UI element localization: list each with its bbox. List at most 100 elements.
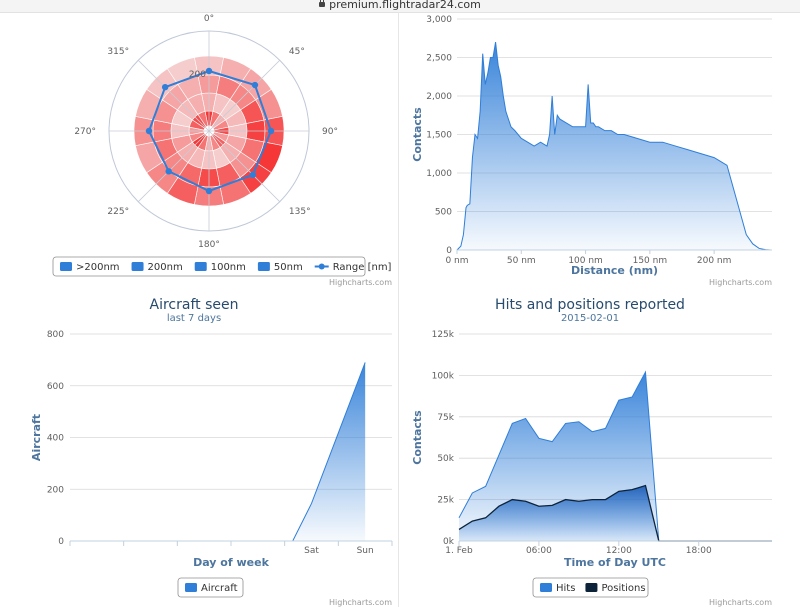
y-tick-label: 1,500: [426, 131, 452, 141]
credits-label: Highcharts.com: [329, 598, 392, 607]
y-tick-label: 500: [435, 208, 452, 218]
chart-subtitle: 2015-02-01: [561, 313, 619, 324]
credits-label: Highcharts.com: [709, 278, 772, 287]
polar-angle-label: 180°: [198, 240, 220, 250]
legend-label: 50nm: [274, 262, 303, 273]
polar-angle-label: 270°: [74, 127, 96, 137]
positions-area: [459, 485, 772, 541]
legend-label: 200nm: [148, 262, 183, 273]
polar-angle-label: 45°: [289, 47, 305, 57]
chart-subtitle: last 7 days: [167, 313, 221, 324]
legend-swatch: [194, 262, 207, 271]
range-point: [145, 127, 153, 135]
legend-swatch: [60, 262, 72, 271]
y-tick-label: 1,000: [426, 169, 452, 179]
panel-divider: [398, 12, 399, 607]
hits-series-line: [458, 370, 772, 542]
aircraft-legend: Aircraft: [177, 577, 244, 598]
y-axis-title: Contacts: [411, 410, 424, 465]
y-axis-title: Aircraft: [30, 414, 43, 461]
y-tick-label: 50k: [437, 454, 454, 464]
y-tick-label: 3,000: [426, 15, 452, 25]
chart-title: Hits and positions reported: [495, 297, 685, 313]
y-tick-label: 400: [47, 434, 64, 444]
url-label: premium.flightradar24.com: [329, 0, 481, 11]
lock-icon: [319, 0, 326, 7]
credits-label: Highcharts.com: [329, 278, 392, 287]
y-tick-label: 0: [446, 246, 452, 256]
y-tick-label: 2,500: [426, 54, 452, 64]
chart-title: Aircraft seen: [150, 297, 239, 313]
polar-range-chart: 200 0° 45° 90° 135° 180° 225° 270° 315° >200nm 200…: [52, 14, 392, 287]
range-point: [205, 187, 213, 195]
credits-label: Highcharts.com: [709, 598, 772, 607]
legend-swatch: [585, 583, 598, 592]
y-tick-label: 125k: [432, 330, 455, 340]
polar-angle-label: 315°: [107, 47, 129, 57]
x-tick-label: 1. Feb: [445, 546, 473, 556]
polar-angle-label: 0°: [204, 14, 214, 24]
polar-spoke: [208, 130, 280, 202]
polar-radial-label: 200: [189, 70, 206, 80]
legend-label: 100nm: [211, 262, 246, 273]
x-tick-label: 12:00: [606, 546, 632, 556]
hits-legend: Hits Positions: [532, 577, 649, 598]
polar-spoke: [138, 130, 210, 202]
x-tick-label: 200 nm: [697, 256, 732, 266]
y-tick-label: 800: [47, 330, 64, 340]
x-tick-label: 50 nm: [507, 256, 536, 266]
y-tick-label: 600: [47, 382, 64, 392]
polar-angle-label: 225°: [107, 207, 129, 217]
range-point: [205, 67, 213, 75]
legend-swatch: [540, 583, 552, 592]
y-tick-label: 0: [58, 537, 64, 547]
x-tick-label: 06:00: [526, 546, 552, 556]
x-axis-title: Distance (nm): [571, 264, 658, 277]
polar-angle-label: 90°: [322, 127, 338, 137]
x-axis-title: Time of Day UTC: [564, 556, 666, 569]
range-point: [249, 171, 257, 179]
y-tick-label: 200: [47, 485, 64, 495]
y-tick-label: 100k: [432, 371, 455, 381]
range-point: [165, 168, 172, 175]
aircraft-area: [70, 362, 366, 541]
polar-legend-box: [52, 256, 366, 277]
y-tick-label: 75k: [437, 413, 454, 423]
legend-swatch: [131, 262, 144, 271]
x-tick-label: 100 nm: [568, 256, 603, 266]
y-tick-label: 0k: [443, 537, 455, 547]
x-tick-label: 0 nm: [445, 256, 468, 266]
legend-label: Positions: [601, 583, 645, 594]
legend-range-marker-icon: [318, 263, 325, 270]
hits-area: [459, 372, 772, 541]
legend-label: Range [nm]: [333, 262, 392, 273]
legend-swatch: [185, 583, 197, 592]
y-tick-label: 25k: [437, 496, 454, 506]
range-point: [267, 127, 275, 135]
legend-swatch: [257, 262, 270, 271]
legend-label: >200nm: [76, 262, 120, 273]
distance-area: [457, 42, 771, 250]
x-tick-label: Sat: [304, 546, 319, 556]
polar-legend: >200nm 200nm 100nm 50nm Range [nm]: [52, 256, 392, 277]
x-tick-label: 18:00: [686, 546, 712, 556]
x-tick-label: 150 nm: [633, 256, 668, 266]
y-axis-title: Contacts: [411, 107, 424, 162]
distance-series-line: [456, 42, 771, 251]
x-tick-label: Sun: [357, 546, 374, 556]
polar-angle-label: 135°: [289, 207, 311, 217]
positions-series-line: [458, 484, 772, 542]
legend-label: Hits: [556, 583, 575, 594]
range-point: [161, 83, 169, 91]
x-axis-title: Day of week: [193, 556, 269, 569]
y-tick-label: 2,000: [426, 92, 452, 102]
url-text: premium.flightradar24.com: [0, 0, 800, 11]
range-point: [251, 81, 259, 89]
legend-label: Aircraft: [201, 583, 238, 594]
browser-url-bar[interactable]: premium.flightradar24.com: [0, 0, 800, 13]
polar-spoke: [208, 60, 280, 132]
distance-contacts-chart: 0 500 1,000 1,500 2,000 2,500 3,000 0 nm 50 nm 10…: [411, 15, 772, 287]
aircraft-legend-box: [177, 577, 244, 598]
